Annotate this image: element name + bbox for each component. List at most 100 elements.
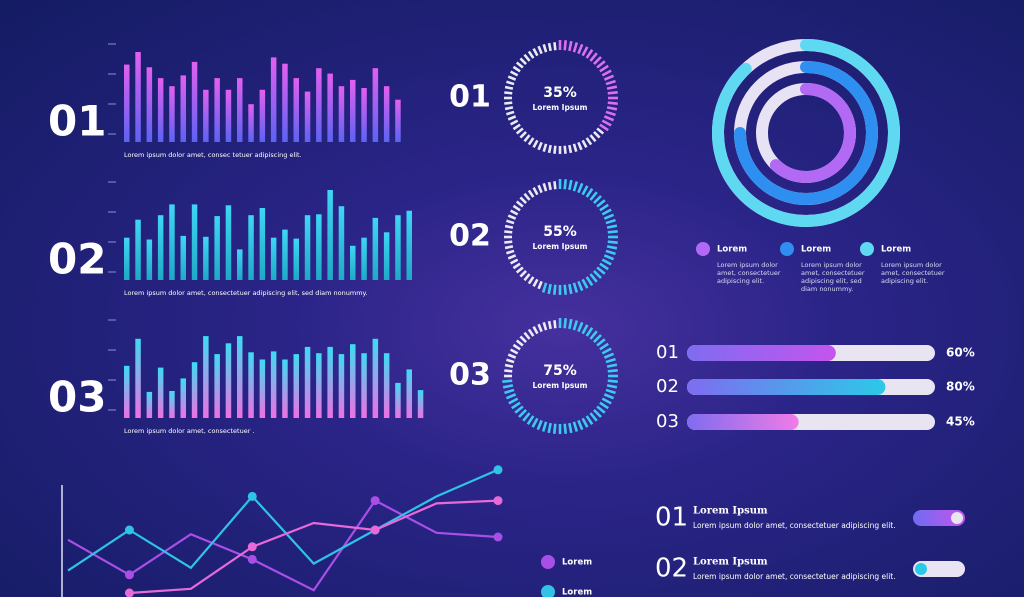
- gauge-tick: [527, 50, 535, 59]
- bar: [248, 215, 254, 280]
- bar: [191, 61, 198, 142]
- bar: [146, 239, 153, 280]
- progress-number: 02: [656, 376, 679, 397]
- gauge-tick: [506, 80, 515, 86]
- gauge-tick: [563, 318, 567, 329]
- bar: [327, 73, 333, 142]
- gauge-tick: [522, 412, 531, 422]
- gauge-tick: [596, 127, 605, 135]
- list-text: Lorem ipsum dolor amet, consectetuer adi…: [693, 521, 896, 530]
- bar: [304, 91, 311, 142]
- gauge-tick: [603, 352, 615, 359]
- bar: [259, 208, 266, 280]
- gauge-tick: [577, 182, 584, 194]
- chart-number: 01: [48, 97, 106, 146]
- gauge-tick: [589, 52, 598, 62]
- gauge-tick: [581, 278, 589, 289]
- bar: [338, 86, 345, 142]
- gauge-tick: [599, 123, 609, 132]
- gauge-tick: [607, 101, 618, 105]
- gauge-tick: [568, 318, 573, 330]
- gauge-tick: [532, 325, 539, 335]
- list-text: Lorem ipsum dolor amet, consectetuer adi…: [693, 572, 896, 581]
- gauge-tick: [593, 334, 602, 343]
- bar: [203, 336, 209, 418]
- gauge-tick: [508, 397, 519, 405]
- chart-number: 02: [48, 235, 106, 284]
- ring-arc: [769, 83, 856, 183]
- gauge-tick: [504, 85, 514, 90]
- bar: [180, 235, 186, 280]
- gauge-tick: [512, 343, 521, 351]
- gauge-tick: [541, 421, 548, 432]
- gauge-tick: [527, 328, 535, 337]
- gauge-tick: [541, 282, 548, 293]
- point: [124, 588, 134, 597]
- gauge-tick: [593, 409, 602, 418]
- gauge-tick: [515, 61, 524, 69]
- chart-number: 03: [48, 373, 106, 422]
- bar: [248, 352, 254, 418]
- gauge-tick: [504, 106, 514, 111]
- point: [247, 491, 257, 501]
- gauge-tick: [553, 423, 557, 434]
- bar: [270, 351, 277, 418]
- gauge-tick: [504, 224, 514, 229]
- gauge-tick: [603, 115, 615, 122]
- gauge-tick: [547, 144, 552, 154]
- gauge-tick: [603, 74, 615, 81]
- bar: [372, 217, 379, 280]
- gauge-tick: [577, 419, 584, 431]
- legend-label: Lorem: [562, 558, 592, 568]
- bar: [282, 359, 288, 418]
- bar: [395, 215, 401, 280]
- legend-dot: [780, 242, 794, 256]
- gauge-tick: [607, 91, 618, 95]
- gauge-tick: [603, 213, 615, 220]
- line: [67, 468, 499, 572]
- gauge-tick: [547, 181, 552, 191]
- gauge-tick: [537, 141, 543, 151]
- toggle[interactable]: [913, 561, 965, 577]
- bar: [203, 89, 209, 142]
- gauge-tick: [603, 254, 615, 261]
- legend-label: Lorem: [717, 245, 747, 255]
- toggle-knob[interactable]: [951, 512, 963, 524]
- bar: [169, 391, 175, 418]
- gauge-tick: [527, 189, 535, 198]
- legend-text: Lorem ipsum dolor amet, consectetuer adi…: [717, 261, 781, 285]
- gauge-tick: [507, 353, 517, 359]
- gauge-tick: [536, 419, 543, 431]
- gauge-tick: [507, 254, 517, 260]
- bar: [225, 343, 232, 418]
- gauge-tick: [512, 262, 521, 270]
- gauge: [504, 179, 618, 295]
- gauge-tick: [563, 423, 567, 434]
- toggle-knob[interactable]: [915, 563, 927, 575]
- bar: [124, 64, 130, 142]
- toggle[interactable]: [913, 510, 965, 526]
- bar: [350, 245, 356, 280]
- gauge-tick: [581, 139, 588, 149]
- gauge-tick: [601, 69, 612, 77]
- gauge-tick: [507, 214, 517, 220]
- gauge-tick: [547, 320, 552, 330]
- bar: [180, 378, 186, 418]
- gauge-tick: [607, 369, 618, 373]
- gauge-tick: [523, 331, 531, 340]
- progress-value: 80%: [946, 380, 975, 394]
- bar: [169, 204, 175, 280]
- bar: [157, 215, 164, 280]
- bar: [417, 390, 424, 418]
- gauge-tick: [585, 327, 594, 337]
- gauge-tick: [515, 266, 524, 274]
- bar: [338, 354, 345, 418]
- gauge-tick: [568, 422, 573, 434]
- bar: [135, 338, 141, 418]
- gauge-tick: [607, 240, 618, 244]
- gauge-tick: [523, 192, 531, 201]
- gauge-tick: [511, 401, 521, 410]
- gauge-value: 35%: [543, 85, 577, 101]
- gauge-tick: [515, 127, 524, 135]
